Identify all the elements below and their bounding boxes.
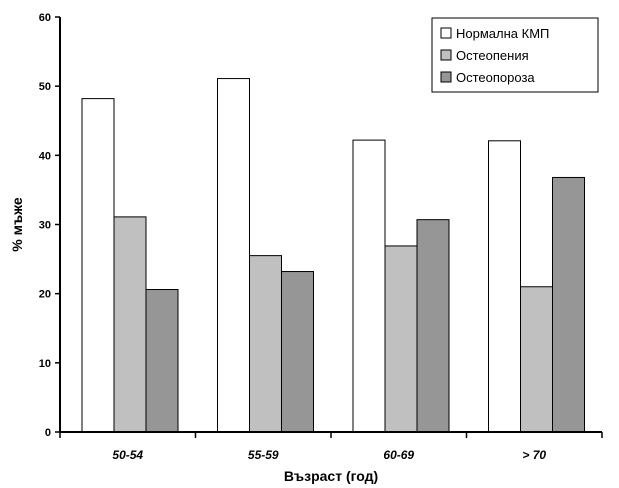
- y-tick-label: 50: [39, 81, 51, 93]
- x-tick-label: 60-69: [383, 448, 414, 462]
- y-tick-label: 40: [39, 150, 51, 162]
- bar: [488, 140, 521, 433]
- legend-box: [431, 17, 599, 93]
- bars-layer: [81, 78, 585, 433]
- legend-label: Нормална КМП: [456, 26, 549, 41]
- x-tick-label: 50-54: [112, 448, 143, 462]
- bar: [281, 271, 314, 433]
- bar: [81, 98, 115, 433]
- bar: [552, 176, 585, 433]
- legend-swatch: [440, 71, 452, 83]
- bar: [113, 216, 147, 433]
- bar: [384, 245, 418, 433]
- bar: [352, 139, 386, 433]
- x-ticks: 50-54 55-59 60-69 > 70: [59, 432, 603, 462]
- legend-label: Остеопения: [456, 48, 529, 63]
- y-tick-label: 30: [39, 220, 51, 232]
- bar: [520, 286, 553, 433]
- bar: [217, 78, 250, 433]
- bar: [145, 289, 179, 433]
- x-tick-label: 55-59: [248, 448, 279, 462]
- y-tick-label: 0: [45, 427, 51, 439]
- legend-items: Нормална КМП Остеопения Остеопороза: [440, 26, 549, 85]
- bar: [416, 219, 450, 433]
- legend: Нормална КМП Остеопения Остеопороза: [431, 17, 599, 93]
- legend-label: Остеопороза: [456, 70, 535, 85]
- x-axis-title: Възраст (год): [284, 468, 378, 484]
- legend-swatch: [440, 49, 452, 61]
- legend-swatch: [440, 27, 452, 39]
- y-tick-label: 20: [39, 289, 51, 301]
- y-axis-title: % мъже: [9, 197, 25, 252]
- y-tick-label: 60: [39, 12, 51, 24]
- bar: [249, 255, 282, 433]
- x-tick-label: > 70: [522, 448, 546, 462]
- y-ticks: 0 10 20 30 40 50 60: [39, 12, 60, 439]
- y-tick-label: 10: [39, 358, 51, 370]
